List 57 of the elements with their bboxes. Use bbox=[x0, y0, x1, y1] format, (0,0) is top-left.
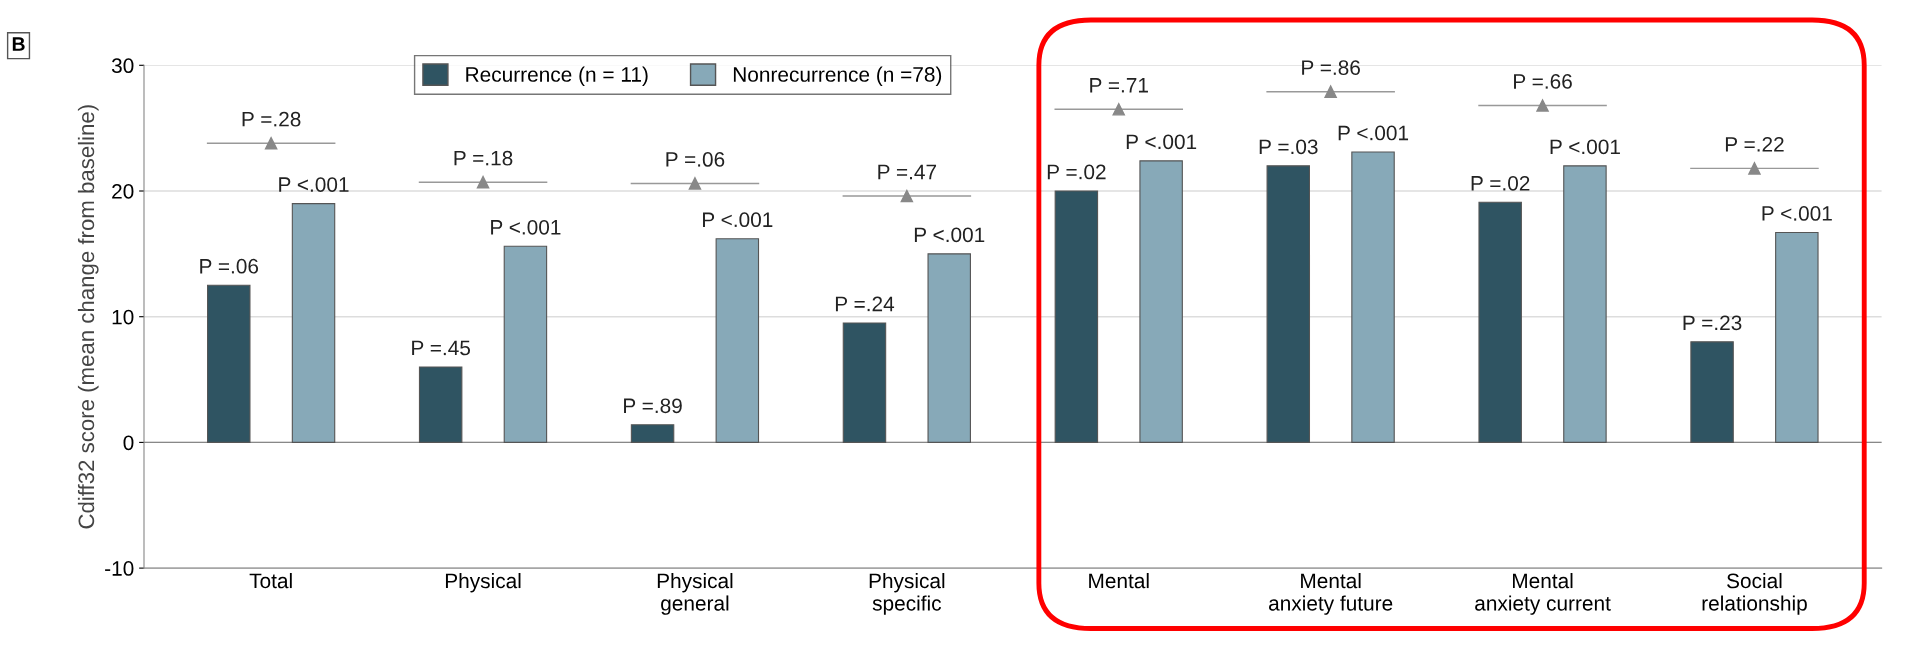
legend-label: Recurrence (n = 11) bbox=[466, 66, 648, 86]
annotation: P <.001 bbox=[1550, 139, 1620, 155]
y-tick-label: 30 bbox=[111, 58, 134, 74]
legend-label: Nonrecurrence (n =78) bbox=[733, 66, 942, 86]
x-tick-label: Physical bbox=[445, 572, 521, 593]
bar bbox=[630, 424, 675, 443]
x-tick-label: Social relationship bbox=[1702, 572, 1807, 615]
bar bbox=[1351, 151, 1395, 443]
bar bbox=[291, 203, 336, 443]
annotation: P <.001 bbox=[914, 227, 985, 243]
annotation: P <.001 bbox=[1338, 125, 1409, 141]
annotation: P =.28 bbox=[242, 111, 301, 127]
annotation: P <.001 bbox=[491, 219, 561, 235]
annotation: P =.02 bbox=[1471, 175, 1530, 191]
bar bbox=[1478, 201, 1522, 443]
annotation: P =.03 bbox=[1259, 139, 1318, 155]
bar bbox=[503, 245, 548, 443]
y-tick-label: -10 bbox=[105, 561, 134, 576]
annotation: P =.24 bbox=[835, 296, 895, 312]
bar bbox=[1266, 165, 1311, 443]
annotation: P =.71 bbox=[1090, 78, 1148, 93]
x-tick-label: Total bbox=[249, 572, 292, 589]
x-tick-label: Physical specific bbox=[869, 572, 945, 615]
annotation: P =.86 bbox=[1302, 60, 1360, 76]
bar bbox=[927, 253, 971, 443]
annotation: P =.06 bbox=[666, 152, 725, 167]
annotation: P =.18 bbox=[454, 150, 513, 166]
x-tick-label: Mental bbox=[1089, 572, 1149, 589]
x-tick-label: Mental anxiety future bbox=[1269, 572, 1393, 615]
x-tick-label: Physical general bbox=[657, 572, 733, 615]
text: B bbox=[12, 37, 25, 51]
annotation: P =.66 bbox=[1514, 74, 1572, 89]
bar bbox=[418, 366, 463, 443]
bar bbox=[715, 238, 760, 443]
bar bbox=[1054, 190, 1099, 443]
bar bbox=[1775, 231, 1819, 443]
bar bbox=[1690, 341, 1734, 443]
annotation: P <.001 bbox=[1762, 206, 1832, 221]
bar bbox=[207, 284, 251, 443]
annotation: P =.45 bbox=[412, 340, 471, 356]
annotation: P =.06 bbox=[200, 258, 259, 274]
annotation: P =.22 bbox=[1725, 136, 1784, 152]
annotation: P =.02 bbox=[1047, 164, 1106, 180]
annotation: P =.47 bbox=[878, 164, 937, 180]
bar bbox=[1139, 160, 1183, 443]
y-tick-label: 10 bbox=[112, 309, 134, 325]
bar bbox=[1563, 165, 1607, 443]
y-tick-label: 0 bbox=[123, 435, 134, 451]
annotation: P <.001 bbox=[703, 212, 773, 228]
annotation: P <.001 bbox=[1126, 134, 1197, 150]
annotation: P =.89 bbox=[624, 398, 682, 414]
bar bbox=[842, 322, 887, 443]
y-tick-label: 20 bbox=[112, 184, 134, 199]
y-axis-title: Cdiff32 score (mean change from baseline) bbox=[77, 105, 99, 529]
annotation: P =.23 bbox=[1683, 315, 1742, 331]
x-tick-label: Mental anxiety current bbox=[1475, 572, 1611, 615]
annotation: P <.001 bbox=[279, 177, 349, 192]
